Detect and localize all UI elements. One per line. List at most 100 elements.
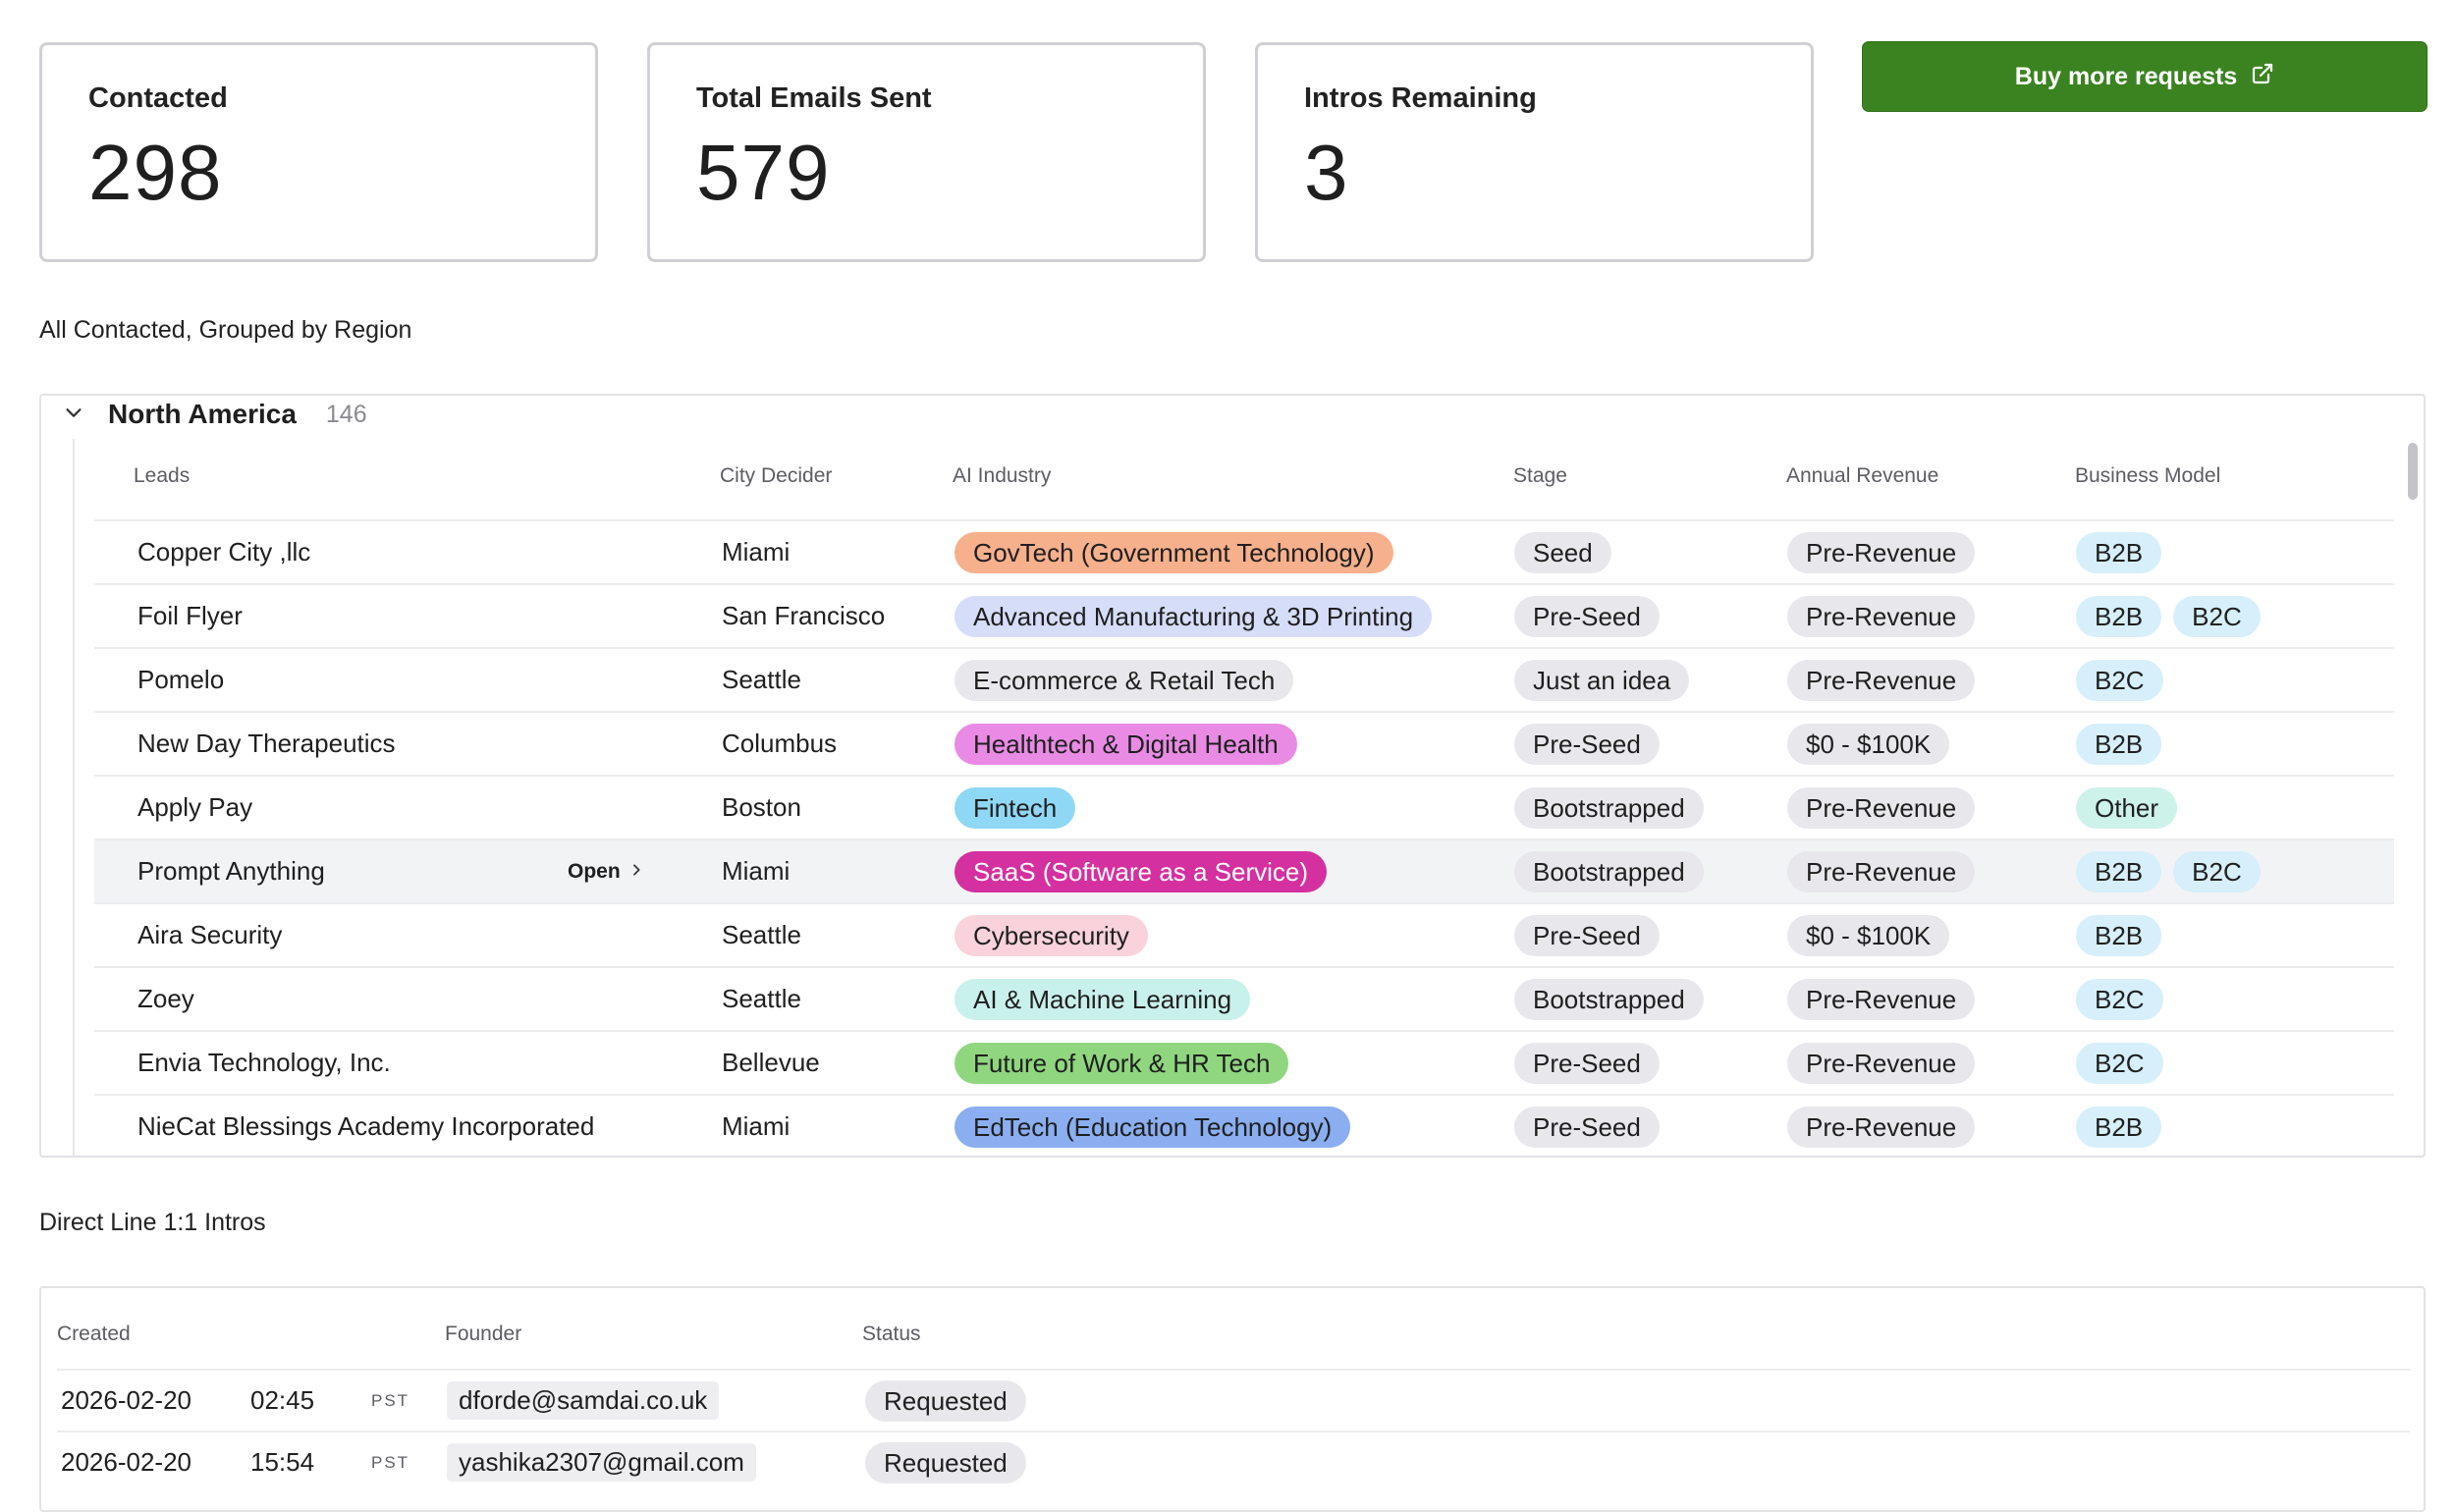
chevron-down-icon[interactable] <box>63 402 84 428</box>
col-header-stage[interactable]: Stage <box>1513 464 1567 487</box>
stage-tag: Bootstrapped <box>1514 786 1704 829</box>
industry-tag: AI & Machine Learning <box>955 978 1251 1020</box>
revenue-cell: Pre-Revenue <box>1787 777 1987 838</box>
table-row[interactable]: Aira Security Seattle Cybersecurity Pre-See… <box>94 902 2394 966</box>
city-decider: San Francisco <box>722 601 886 630</box>
industry-cell: E-commerce & Retail Tech <box>955 649 1305 711</box>
col-header-business-model[interactable]: Business Model <box>2075 464 2221 487</box>
business-model-tag: B2B <box>2076 914 2162 956</box>
city-decider: Boston <box>722 792 801 822</box>
lead-name[interactable]: Copper City ,llc <box>137 537 311 567</box>
business-model-tag: B2C <box>2076 978 2163 1020</box>
lead-name[interactable]: Envia Technology, Inc. <box>137 1048 391 1077</box>
revenue-cell: Pre-Revenue <box>1787 649 1987 711</box>
table-row[interactable]: 2026-02-20 02:45 PST dforde@samdai.co.uk Req… <box>57 1369 2410 1431</box>
city-decider: Seattle <box>722 984 801 1013</box>
col-header-leads[interactable]: Leads <box>134 464 191 487</box>
open-row-link[interactable]: Open <box>568 840 644 902</box>
stage-cell: Seed <box>1514 521 1623 583</box>
revenue-tag: Pre-Revenue <box>1787 786 1976 829</box>
industry-cell: Advanced Manufacturing & 3D Printing <box>955 585 1444 647</box>
revenue-tag: Pre-Revenue <box>1787 850 1976 892</box>
col-header-revenue[interactable]: Annual Revenue <box>1786 464 1939 487</box>
stage-tag: Seed <box>1514 531 1611 573</box>
founder-cell: dforde@samdai.co.uk <box>447 1371 720 1431</box>
business-model-cell: B2B <box>2076 713 2173 775</box>
business-model-tag: B2C <box>2173 850 2261 892</box>
industry-cell: GovTech (Government Technology) <box>955 521 1405 583</box>
industry-tag: E-commerce & Retail Tech <box>955 659 1294 701</box>
business-model-tag: B2C <box>2076 1042 2163 1084</box>
stat-value: 579 <box>696 129 831 216</box>
col-header-status[interactable]: Status <box>862 1323 921 1345</box>
col-header-industry[interactable]: AI Industry <box>953 464 1052 487</box>
business-model-cell: Other <box>2076 777 2189 838</box>
revenue-tag: Pre-Revenue <box>1787 531 1976 573</box>
revenue-cell: Pre-Revenue <box>1787 521 1987 583</box>
industry-cell: SaaS (Software as a Service) <box>955 840 1338 902</box>
city-decider: Seattle <box>722 920 801 949</box>
region-group-header[interactable]: North America 146 <box>63 396 367 433</box>
stage-cell: Pre-Seed <box>1514 1096 1671 1156</box>
business-model-tag: B2C <box>2076 659 2163 701</box>
table-row[interactable]: Envia Technology, Inc. Bellevue Future of … <box>94 1030 2394 1094</box>
industry-cell: EdTech (Education Technology) <box>955 1096 1362 1156</box>
status-cell: Requested <box>865 1371 1038 1431</box>
table-row[interactable]: Prompt Anything Open Miami SaaS (Software a… <box>94 838 2394 902</box>
lead-name[interactable]: Zoey <box>137 984 194 1013</box>
stage-tag: Pre-Seed <box>1514 1106 1660 1148</box>
table-row[interactable]: Pomelo Seattle E-commerce & Retail Tech Jus… <box>94 647 2394 711</box>
table-row[interactable]: NieCat Blessings Academy Incorporated Mia… <box>94 1094 2394 1156</box>
stage-cell: Bootstrapped <box>1514 777 1716 838</box>
table-row[interactable]: 2026-02-20 15:54 PST yashika2307@gmail.com R… <box>57 1431 2410 1492</box>
stage-tag: Just an idea <box>1514 659 1690 701</box>
founder-email[interactable]: dforde@samdai.co.uk <box>447 1381 720 1420</box>
business-model-cell: B2C <box>2076 649 2175 711</box>
founder-email[interactable]: yashika2307@gmail.com <box>447 1443 756 1482</box>
business-model-tag: B2B <box>2076 531 2162 573</box>
open-label: Open <box>568 859 621 883</box>
business-model-cell: B2B <box>2076 1096 2173 1156</box>
col-header-city[interactable]: City Decider <box>720 464 833 487</box>
stat-value: 298 <box>88 129 223 216</box>
col-header-created[interactable]: Created <box>57 1323 131 1345</box>
table-row[interactable]: Foil Flyer San Francisco Advanced Manufact… <box>94 583 2394 647</box>
stage-cell: Pre-Seed <box>1514 585 1671 647</box>
industry-tag: GovTech (Government Technology) <box>955 531 1393 573</box>
industry-tag: Healthtech & Digital Health <box>955 723 1297 765</box>
stat-card-intros-remaining: Intros Remaining 3 <box>1255 42 1814 262</box>
revenue-cell: $0 - $100K <box>1787 713 1961 775</box>
table-row[interactable]: Zoey Seattle AI & Machine Learning Bootstra… <box>94 966 2394 1030</box>
lead-name[interactable]: NieCat Blessings Academy Incorporated <box>137 1111 595 1141</box>
created-date: 2026-02-20 <box>61 1385 191 1415</box>
industry-cell: Cybersecurity <box>955 904 1160 966</box>
table-row[interactable]: Apply Pay Boston Fintech Bootstrapped Pre-Re… <box>94 775 2394 838</box>
status-badge: Requested <box>865 1441 1026 1484</box>
business-model-cell: B2C <box>2076 968 2175 1030</box>
stat-card-emails-sent: Total Emails Sent 579 <box>647 42 1206 262</box>
revenue-tag: Pre-Revenue <box>1787 595 1976 637</box>
revenue-cell: Pre-Revenue <box>1787 840 1987 902</box>
industry-tag: Advanced Manufacturing & 3D Printing <box>955 595 1433 637</box>
stage-cell: Bootstrapped <box>1514 968 1716 1030</box>
region-name: North America <box>108 399 297 429</box>
business-model-tag: Other <box>2076 786 2178 829</box>
lead-name[interactable]: Apply Pay <box>137 792 253 822</box>
vertical-scrollbar[interactable] <box>2408 443 2418 500</box>
revenue-tag: Pre-Revenue <box>1787 1042 1976 1084</box>
lead-name[interactable]: New Day Therapeutics <box>137 729 396 758</box>
lead-name[interactable]: Prompt Anything <box>137 856 325 886</box>
lead-name[interactable]: Aira Security <box>137 920 283 949</box>
city-decider: Seattle <box>722 665 801 694</box>
table-row[interactable]: New Day Therapeutics Columbus Healthtech &… <box>94 711 2394 775</box>
lead-name[interactable]: Pomelo <box>137 665 225 694</box>
created-timezone: PST <box>371 1452 410 1472</box>
table-row[interactable]: Copper City ,llc Miami GovTech (Government… <box>94 519 2394 583</box>
lead-name[interactable]: Foil Flyer <box>137 601 243 630</box>
col-header-founder[interactable]: Founder <box>445 1323 522 1345</box>
buy-more-requests-button[interactable]: Buy more requests <box>1862 41 2428 112</box>
stat-value: 3 <box>1304 129 1349 216</box>
business-model-tag: B2B <box>2076 595 2162 637</box>
founder-cell: yashika2307@gmail.com <box>447 1432 756 1492</box>
stage-tag: Bootstrapped <box>1514 850 1704 892</box>
